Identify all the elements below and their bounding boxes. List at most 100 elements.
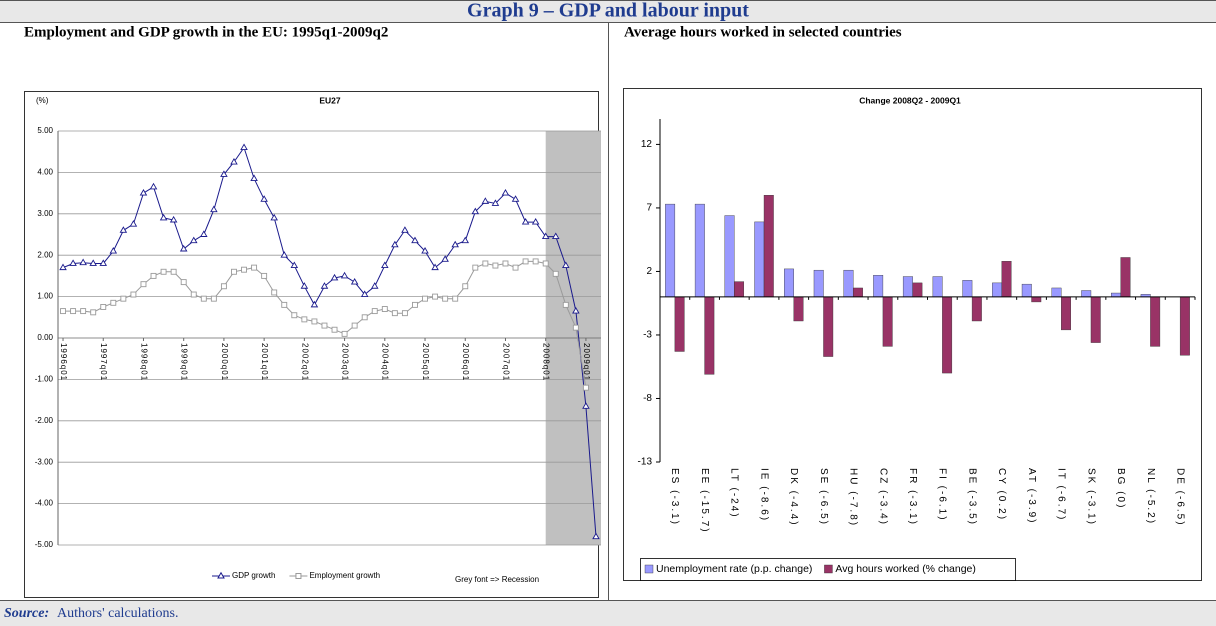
marker: [89, 259, 97, 266]
y-tick-label: -8: [643, 393, 652, 404]
x-tick-label: ES (-3.1): [669, 468, 680, 526]
marker: [572, 306, 580, 314]
x-tick-label: AT (-3.9): [1026, 468, 1037, 525]
marker: [139, 188, 148, 196]
marker: [321, 322, 328, 329]
x-tick-label: IT (-6.7): [1056, 468, 1067, 521]
marker: [572, 324, 579, 331]
y-tick-label: -5.00: [35, 540, 54, 549]
marker: [381, 261, 389, 268]
marker: [60, 308, 66, 315]
x-tick-label: FI (-6.1): [937, 468, 948, 522]
marker: [301, 316, 308, 323]
marker: [310, 300, 319, 308]
bar: [1090, 296, 1101, 343]
marker: [240, 143, 248, 151]
marker: [411, 236, 419, 244]
marker: [350, 278, 359, 285]
y-tick-label: -2.00: [35, 416, 54, 425]
legend-marker: [217, 571, 225, 579]
marker: [210, 205, 218, 213]
marker: [401, 226, 409, 233]
bar: [724, 215, 735, 298]
y-tick-label: 4.00: [37, 168, 53, 177]
x-tick-label: 2000q01: [220, 343, 229, 381]
marker: [391, 310, 398, 317]
y-axis-label: (%): [36, 96, 49, 105]
marker: [169, 215, 178, 223]
bar: [823, 296, 834, 357]
y-tick-label: 0.00: [37, 333, 53, 342]
marker: [300, 282, 309, 289]
x-tick-label: SK (-3.1): [1085, 468, 1096, 526]
marker: [531, 217, 540, 225]
bar: [763, 195, 774, 298]
chart-right: Change 2008Q2 - 2009Q1 -13 -8 -3 2 7 12 ES (-3.…: [638, 95, 1196, 581]
marker: [220, 170, 228, 177]
marker: [290, 261, 299, 268]
chart-title: EU27: [319, 95, 341, 105]
marker: [140, 281, 147, 288]
x-tick-label: DE (-6.5): [1174, 468, 1185, 527]
marker: [452, 295, 459, 302]
marker: [170, 268, 177, 275]
marker: [512, 264, 519, 271]
bar: [873, 275, 884, 298]
marker: [582, 384, 589, 391]
marker: [582, 402, 590, 409]
marker: [160, 268, 167, 275]
y-tick-label: 2.00: [37, 250, 53, 259]
marker: [431, 263, 439, 271]
marker: [432, 293, 439, 300]
marker: [370, 282, 379, 289]
marker: [80, 308, 87, 315]
marker: [442, 295, 449, 302]
bar: [1021, 283, 1032, 298]
y-tick-label: 3.00: [37, 209, 53, 218]
source-text: Authors' calculations.: [57, 606, 179, 621]
source-band: [0, 600, 1216, 626]
bar: [734, 281, 745, 298]
marker: [231, 268, 237, 275]
x-tick-label: IE (-8.6): [758, 468, 769, 522]
x-tick-label: SE (-6.5): [818, 468, 829, 526]
legend-label: GDP growth: [232, 571, 275, 580]
marker: [482, 260, 489, 267]
marker: [130, 291, 137, 298]
y-tick-label: 12: [641, 139, 653, 150]
bar: [1120, 257, 1131, 298]
x-tick-label: 2007q01: [501, 343, 510, 381]
marker: [250, 174, 258, 182]
x-tick-label: 2006q01: [461, 343, 470, 381]
legend-label: Unemployment rate (p.p. change): [656, 563, 812, 575]
x-tick-label: CY (0.2): [996, 468, 1007, 521]
marker: [251, 264, 258, 271]
marker: [271, 289, 278, 296]
bar: [962, 280, 973, 298]
marker: [90, 309, 97, 316]
chart-left: EU27 -5.00 -4.00 -3.00 -2.00 -1.00 0.00 1.00 2.0…: [35, 95, 601, 584]
marker: [361, 314, 368, 321]
marker: [159, 213, 168, 221]
x-tick-label: CZ (-3.4): [877, 468, 888, 526]
marker: [521, 217, 530, 225]
y-tick-label: -1.00: [35, 375, 54, 384]
marker: [412, 301, 418, 308]
x-tick-label: 2002q01: [300, 343, 309, 381]
panel-title: Average hours worked in selected countri…: [624, 24, 902, 40]
bar: [1081, 290, 1092, 298]
marker: [200, 295, 207, 302]
marker: [189, 236, 198, 244]
bar: [992, 282, 1003, 298]
y-tick-label: 2: [646, 266, 652, 277]
marker: [59, 263, 67, 271]
marker: [110, 299, 117, 306]
marker: [371, 308, 378, 315]
marker: [381, 306, 388, 312]
legend-swatch: [824, 564, 833, 574]
marker: [451, 240, 459, 248]
y-tick-label: -3.00: [35, 457, 54, 466]
x-tick-label: 1999q01: [180, 343, 189, 381]
marker: [472, 264, 479, 271]
